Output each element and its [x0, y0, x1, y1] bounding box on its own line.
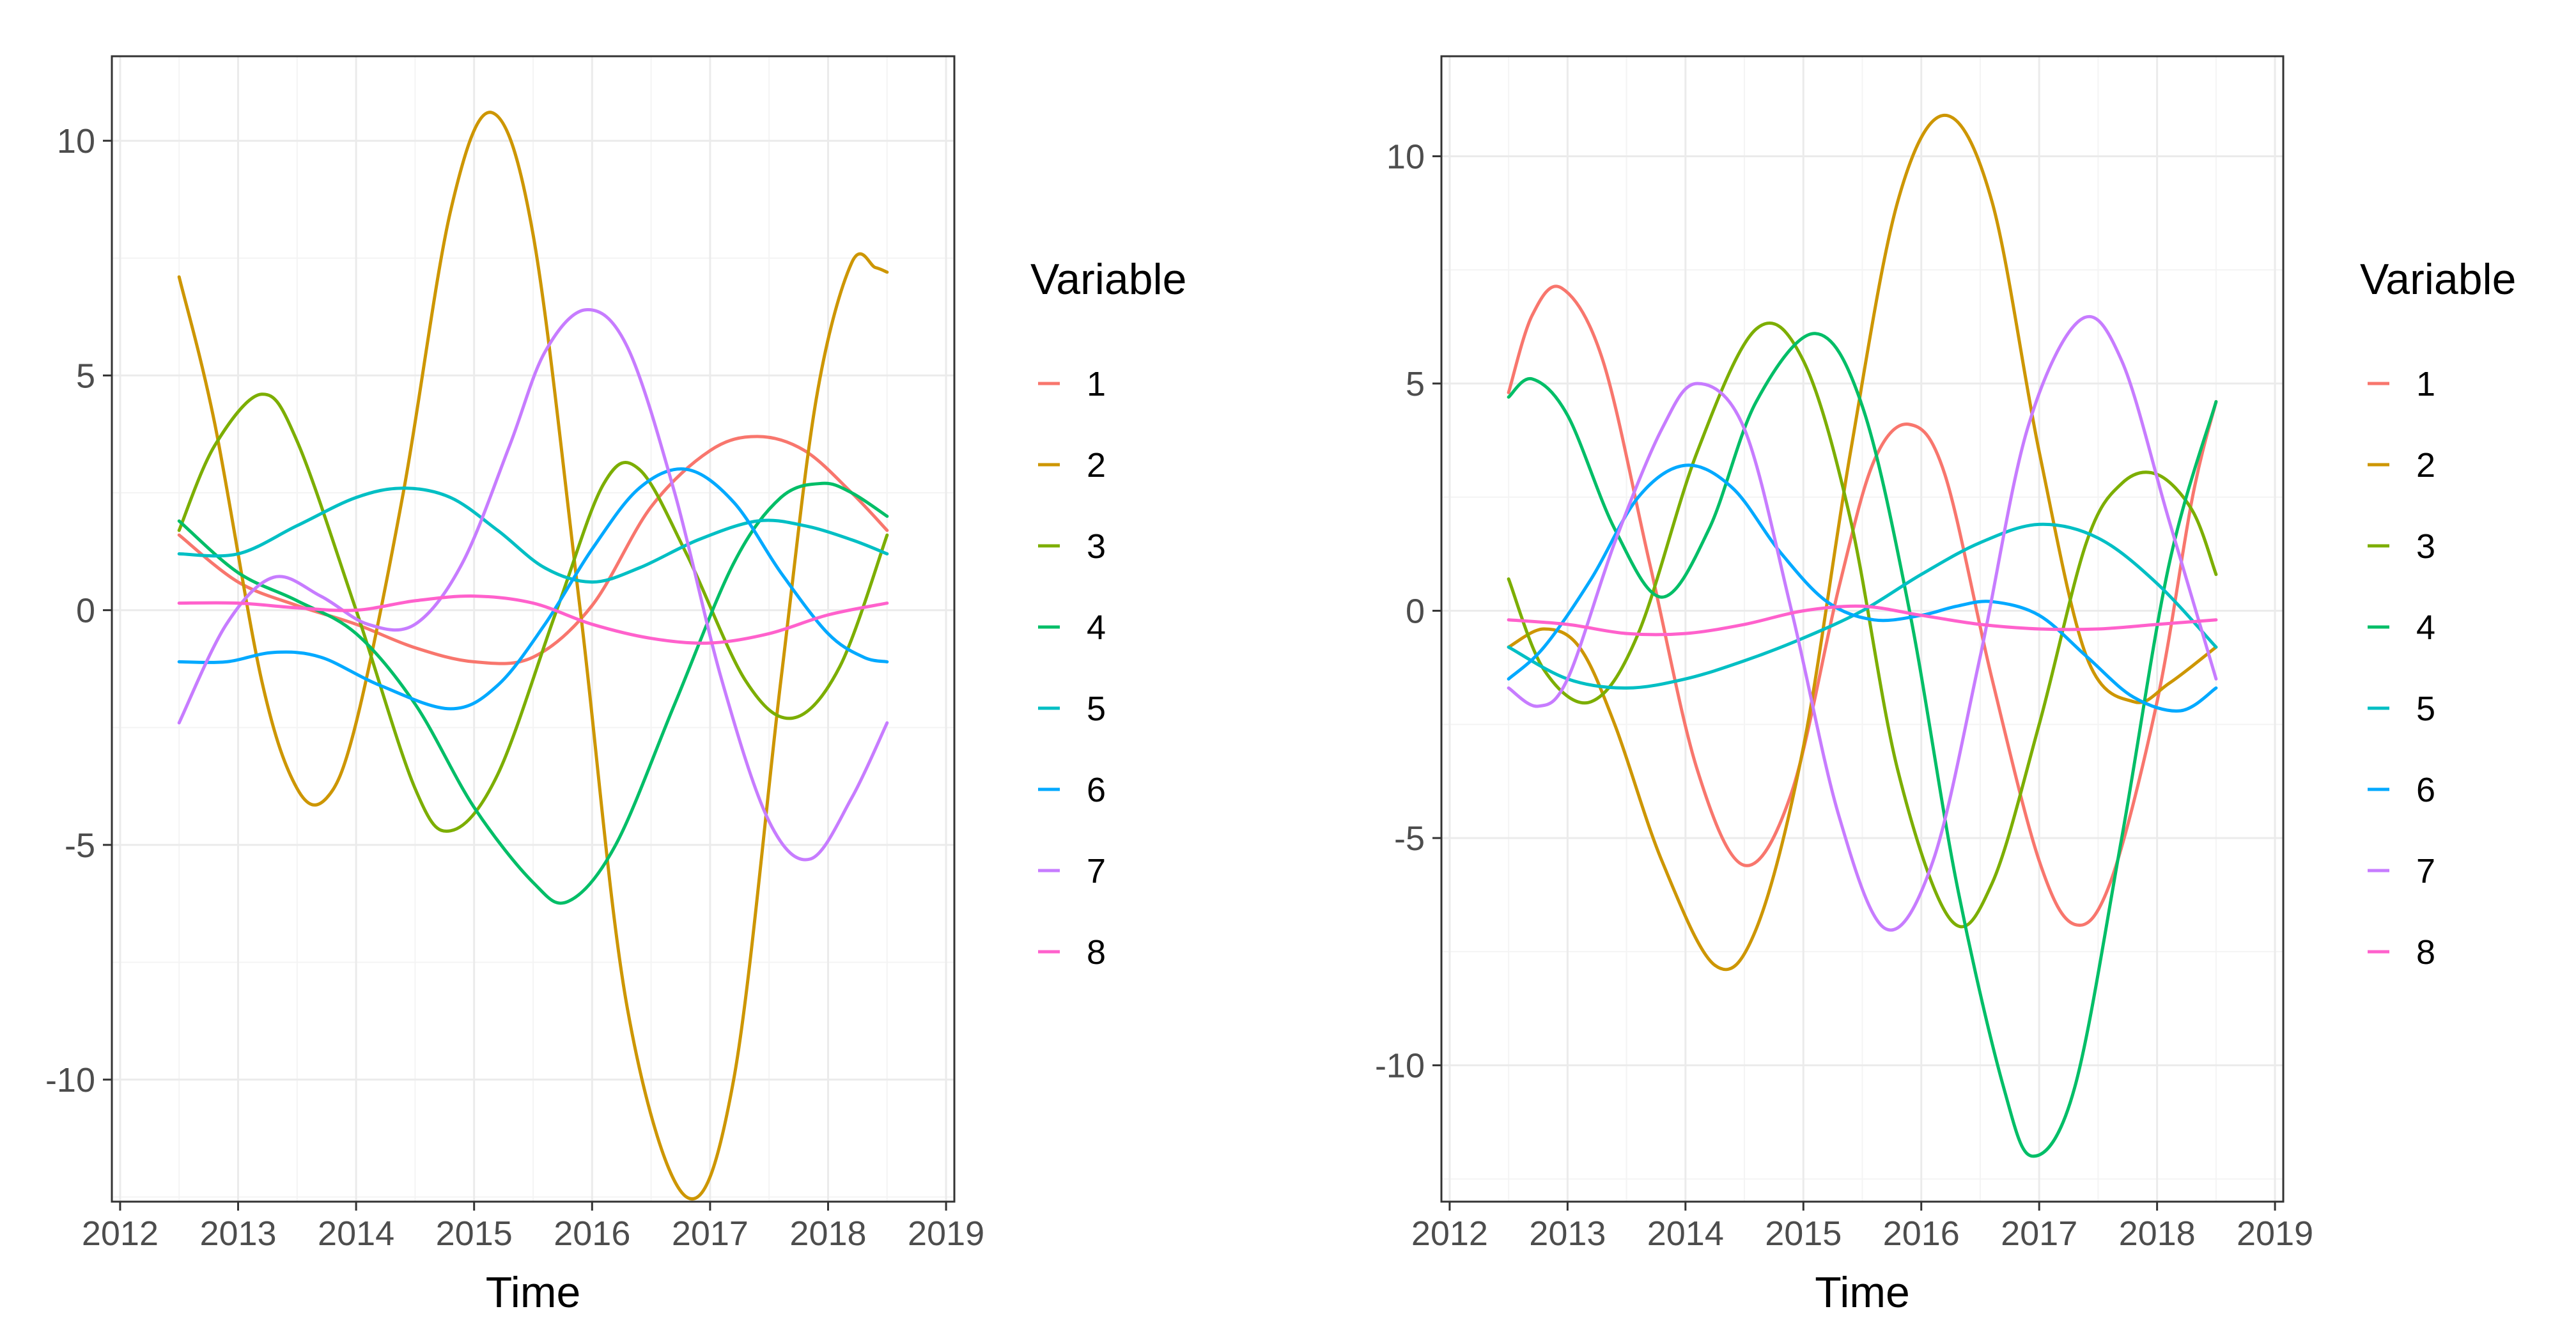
x-tick-label: 2017	[2001, 1214, 2077, 1253]
legend-item-8: 8	[2368, 933, 2435, 972]
x-axis-title: Time	[1815, 1268, 1910, 1317]
legend-item-7: 7	[1038, 852, 1106, 890]
y-tick-label: -5	[65, 826, 95, 865]
legend-item-8: 8	[1038, 933, 1106, 972]
legend-label: 3	[2416, 527, 2435, 566]
x-axis: 2012 2013 2014 2015 2016 2017 2018 2019 Time	[1411, 1202, 2313, 1317]
x-tick-label: 2016	[1883, 1214, 1960, 1253]
y-tick-label: 10	[57, 122, 95, 160]
y-axis: -10 -5 0 5 10	[45, 122, 112, 1099]
gridlines	[112, 56, 954, 1202]
y-tick-label: -10	[45, 1061, 95, 1099]
x-tick-label: 2019	[2237, 1214, 2313, 1253]
y-tick-label: -5	[1394, 819, 1425, 858]
y-tick-label: 0	[76, 592, 95, 630]
x-tick-label: 2014	[1647, 1214, 1724, 1253]
series-line-7	[1507, 314, 2218, 932]
legend-title: Variable	[2360, 255, 2516, 304]
x-axis-title: Time	[486, 1268, 581, 1317]
legend-label: 6	[2416, 771, 2435, 809]
series-line-1	[177, 435, 889, 665]
series-line-5	[177, 486, 889, 584]
legend-item-4: 4	[2368, 608, 2435, 647]
series-line-5	[1507, 522, 2218, 690]
x-tick-label: 2018	[789, 1214, 866, 1253]
legend-label: 8	[2416, 933, 2435, 972]
legend: Variable 1 2 3 4 5 6 7 8	[2360, 255, 2516, 972]
legend-label: 4	[2416, 608, 2435, 647]
legend-item-3: 3	[2368, 527, 2435, 566]
x-tick-label: 2017	[672, 1214, 749, 1253]
series-lines	[177, 111, 889, 1201]
x-tick-label: 2012	[1411, 1214, 1488, 1253]
y-tick-label: 0	[1406, 593, 1425, 631]
series-line-4	[1507, 332, 2218, 1158]
legend-label: 1	[1087, 365, 1106, 403]
y-tick-label: 10	[1386, 137, 1425, 176]
legend-item-1: 1	[1038, 365, 1106, 403]
legend-label: 8	[1087, 933, 1106, 972]
x-tick-label: 2013	[1529, 1214, 1606, 1253]
x-tick-label: 2015	[1765, 1214, 1842, 1253]
y-tick-label: -10	[1375, 1047, 1425, 1085]
series-line-6	[1507, 463, 2218, 713]
legend-item-5: 5	[2368, 690, 2435, 728]
x-tick-label: 2014	[318, 1214, 394, 1253]
series-line-8	[177, 594, 889, 645]
series-line-7	[177, 308, 889, 862]
legend-item-5: 5	[1038, 690, 1106, 728]
x-tick-label: 2018	[2119, 1214, 2196, 1253]
series-line-8	[1507, 604, 2218, 637]
x-tick-label: 2015	[436, 1214, 513, 1253]
y-axis: -10 -5 0 5 10	[1375, 137, 1441, 1085]
legend-item-6: 6	[2368, 771, 2435, 809]
x-tick-label: 2013	[199, 1214, 276, 1253]
x-tick-label: 2016	[554, 1214, 630, 1253]
legend-label: 1	[2416, 365, 2435, 403]
series-line-6	[177, 467, 889, 711]
x-tick-label: 2019	[908, 1214, 984, 1253]
legend-label: 7	[2416, 852, 2435, 890]
legend-item-2: 2	[1038, 446, 1106, 484]
right-chart-panel: 2012 2013 2014 2015 2016 2017 2018 2019Time-10-…	[1375, 55, 2516, 1317]
series-line-3	[177, 392, 889, 833]
series-lines	[1507, 113, 2218, 1158]
legend-item-4: 4	[1038, 608, 1106, 647]
series-line-2	[177, 111, 889, 1201]
legend-label: 5	[1087, 690, 1106, 728]
series-line-1	[1507, 284, 2218, 927]
legend-label: 2	[2416, 446, 2435, 484]
legend-label: 3	[1087, 527, 1106, 566]
legend-title: Variable	[1030, 255, 1186, 304]
left-chart-panel: 2012 2013 2014 2015 2016 2017 2018 2019Time-10-…	[45, 55, 1186, 1317]
legend-item-7: 7	[2368, 852, 2435, 890]
legend-item-2: 2	[2368, 446, 2435, 484]
x-axis: 2012 2013 2014 2015 2016 2017 2018 2019 Time	[82, 1202, 984, 1317]
legend-label: 6	[1087, 771, 1106, 809]
panel-border	[111, 55, 956, 1203]
y-tick-label: 5	[1406, 365, 1425, 403]
legend: Variable 1 2 3 4 5 6 7 8	[1030, 255, 1186, 972]
legend-label: 2	[1087, 446, 1106, 484]
y-tick-label: 5	[76, 357, 95, 395]
legend-label: 5	[2416, 690, 2435, 728]
legend-label: 7	[1087, 852, 1106, 890]
legend-item-6: 6	[1038, 771, 1106, 809]
legend-label: 4	[1087, 608, 1106, 647]
panel-border	[1440, 55, 2285, 1203]
x-tick-label: 2012	[82, 1214, 159, 1253]
legend-item-3: 3	[1038, 527, 1106, 566]
legend-item-1: 1	[2368, 365, 2435, 403]
